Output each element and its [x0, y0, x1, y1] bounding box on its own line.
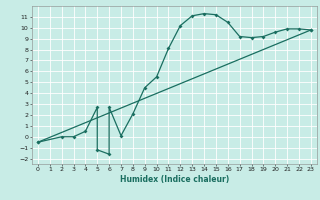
- X-axis label: Humidex (Indice chaleur): Humidex (Indice chaleur): [120, 175, 229, 184]
